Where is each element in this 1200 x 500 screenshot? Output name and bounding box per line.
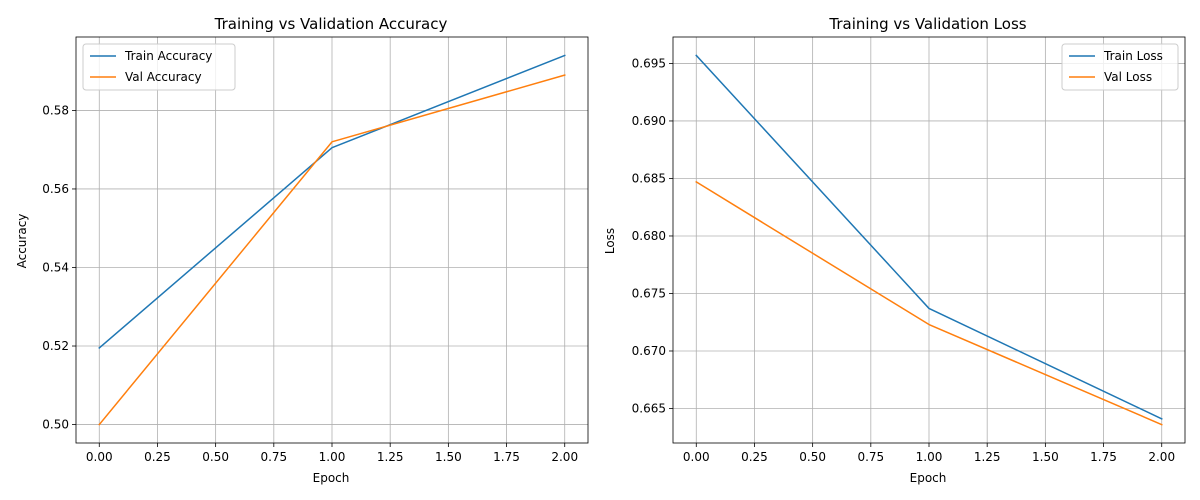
accuracy-chart: Training vs Validation Accuracy Epoch Ac… bbox=[15, 15, 589, 485]
loss-xtick-label: 1.75 bbox=[1090, 450, 1117, 464]
accuracy-xtick-label: 0.50 bbox=[202, 450, 229, 464]
loss-legend-label-0: Train Loss bbox=[1103, 49, 1163, 63]
loss-legend: Train Loss Val Loss bbox=[1061, 43, 1179, 91]
loss-ytick-label: 0.680 bbox=[632, 229, 666, 243]
accuracy-legend: Train Accuracy Val Accuracy bbox=[82, 43, 236, 91]
accuracy-ytick-label: 0.52 bbox=[42, 339, 69, 353]
accuracy-ytick-label: 0.54 bbox=[42, 260, 69, 274]
loss-chart: Training vs Validation Loss Epoch Loss 0… bbox=[603, 15, 1186, 485]
accuracy-legend-label-0: Train Accuracy bbox=[124, 49, 212, 63]
accuracy-ytick-label: 0.56 bbox=[42, 182, 69, 196]
loss-ytick-label: 0.675 bbox=[632, 286, 666, 300]
accuracy-xtick-label: 2.00 bbox=[551, 450, 578, 464]
loss-xtick-label: 1.25 bbox=[974, 450, 1001, 464]
loss-ytick-label: 0.690 bbox=[632, 114, 666, 128]
accuracy-ytick-label: 0.58 bbox=[42, 103, 69, 117]
loss-series-line-1 bbox=[695, 180, 1163, 426]
loss-ytick-label: 0.685 bbox=[632, 171, 666, 185]
accuracy-series-line-0 bbox=[98, 54, 566, 350]
accuracy-chart-xlabel: Epoch bbox=[313, 471, 350, 485]
accuracy-legend-label-1: Val Accuracy bbox=[125, 70, 202, 84]
loss-chart-xlabel: Epoch bbox=[910, 471, 947, 485]
accuracy-xtick-label: 0.00 bbox=[86, 450, 113, 464]
loss-ytick-label: 0.665 bbox=[632, 401, 666, 415]
accuracy-xtick-label: 0.25 bbox=[144, 450, 171, 464]
accuracy-series-line-1 bbox=[98, 74, 566, 426]
loss-xtick-label: 0.50 bbox=[799, 450, 826, 464]
accuracy-xtick-label: 1.25 bbox=[377, 450, 404, 464]
loss-chart-title: Training vs Validation Loss bbox=[828, 15, 1026, 33]
loss-series-line-0 bbox=[695, 54, 1163, 420]
accuracy-xtick-label: 1.00 bbox=[319, 450, 346, 464]
loss-xtick-label: 1.00 bbox=[916, 450, 943, 464]
loss-xtick-label: 1.50 bbox=[1032, 450, 1059, 464]
loss-xtick-label: 0.75 bbox=[857, 450, 884, 464]
accuracy-xtick-label: 1.50 bbox=[435, 450, 462, 464]
loss-ytick-label: 0.670 bbox=[632, 344, 666, 358]
accuracy-chart-ylabel: Accuracy bbox=[15, 214, 29, 269]
loss-ytick-label: 0.695 bbox=[632, 56, 666, 70]
loss-xtick-label: 0.00 bbox=[683, 450, 710, 464]
loss-xtick-label: 2.00 bbox=[1148, 450, 1175, 464]
accuracy-xtick-label: 1.75 bbox=[493, 450, 520, 464]
accuracy-legend-box bbox=[82, 43, 236, 91]
accuracy-xtick-label: 0.75 bbox=[260, 450, 287, 464]
loss-chart-ylabel: Loss bbox=[603, 228, 617, 254]
accuracy-grid bbox=[76, 37, 588, 443]
loss-legend-label-1: Val Loss bbox=[1104, 70, 1152, 84]
accuracy-chart-title: Training vs Validation Accuracy bbox=[214, 15, 448, 33]
accuracy-ytick-label: 0.50 bbox=[42, 418, 69, 432]
loss-xtick-label: 0.25 bbox=[741, 450, 768, 464]
